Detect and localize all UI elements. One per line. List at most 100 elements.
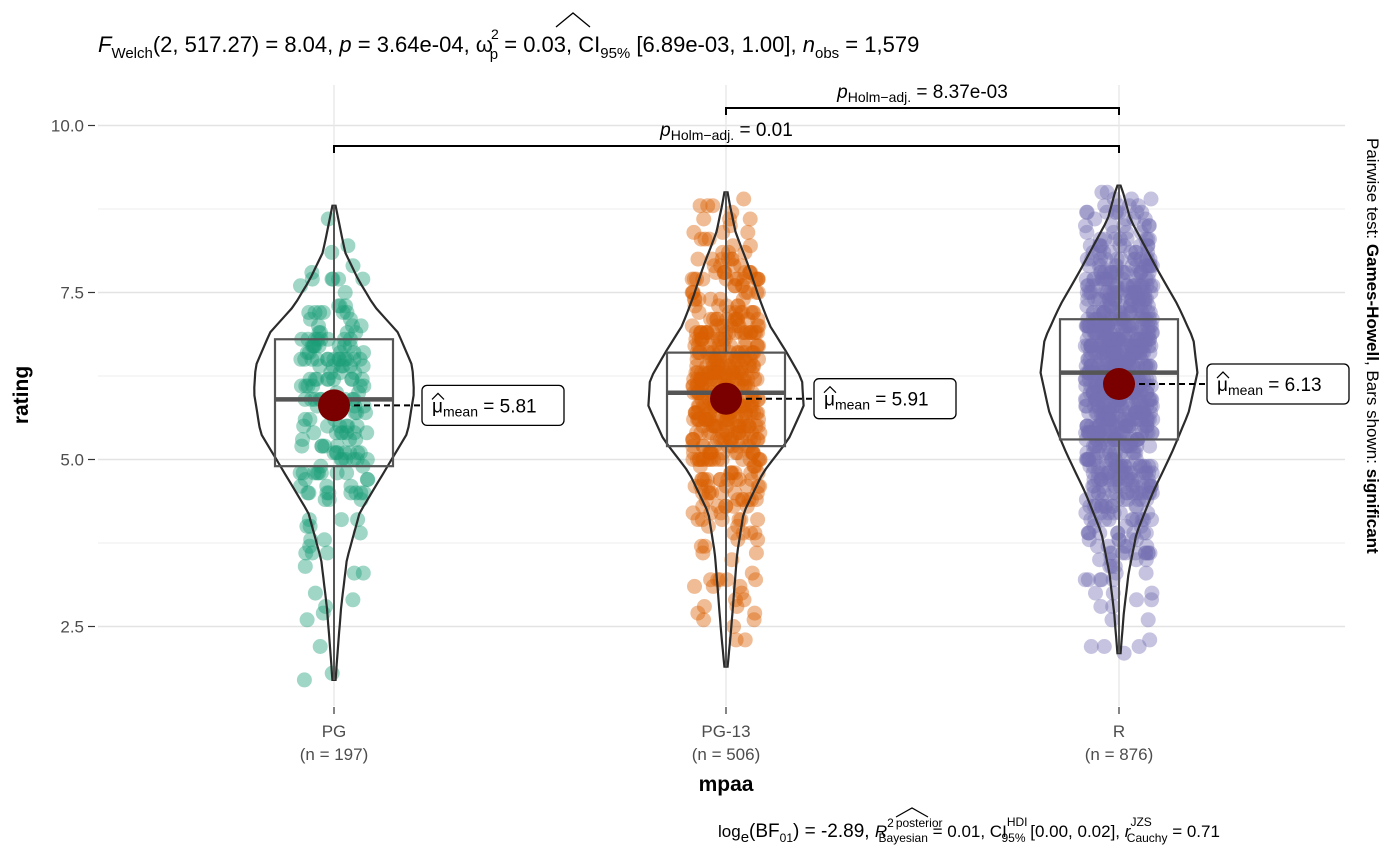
- data-point: [1104, 291, 1120, 307]
- data-point: [1128, 452, 1144, 467]
- data-point: [695, 452, 711, 467]
- data-point: [742, 325, 758, 341]
- data-point: [1087, 325, 1103, 341]
- data-point: [696, 211, 712, 227]
- data-point: [1126, 398, 1142, 414]
- data-point: [1106, 325, 1121, 341]
- data-point: [1078, 218, 1093, 234]
- data-point: [1099, 298, 1115, 314]
- data-point: [1091, 291, 1106, 307]
- data-point: [726, 525, 742, 541]
- data-point: [1106, 398, 1122, 414]
- data-point: [749, 371, 765, 387]
- data-point: [1125, 512, 1141, 528]
- data-point: [1118, 418, 1134, 434]
- data-point: [1085, 278, 1101, 294]
- data-point: [1091, 485, 1107, 501]
- data-point: [296, 418, 312, 434]
- data-point: [714, 425, 730, 441]
- data-point: [1128, 345, 1144, 361]
- data-point: [744, 565, 760, 581]
- x-tick-count: (n = 506): [692, 745, 761, 764]
- data-point: [1086, 478, 1102, 494]
- data-point: [730, 532, 746, 548]
- data-point: [734, 305, 750, 320]
- data-point: [1118, 465, 1134, 481]
- violin-pg: [253, 204, 415, 681]
- data-point: [1098, 285, 1114, 300]
- data-point: [1126, 278, 1142, 294]
- data-point: [297, 411, 313, 427]
- data-point: [1085, 244, 1101, 260]
- data-point: [694, 512, 710, 528]
- data-point: [1143, 378, 1159, 394]
- data-point: [320, 351, 336, 367]
- mean-label-box: [813, 378, 957, 420]
- data-point: [351, 385, 367, 401]
- data-point: [746, 458, 762, 474]
- data-point: [1106, 345, 1122, 361]
- data-point: [1119, 438, 1135, 454]
- data-point: [1089, 391, 1105, 407]
- data-point: [706, 418, 721, 434]
- data-point: [1083, 378, 1099, 394]
- data-point: [1129, 331, 1144, 347]
- data-point: [685, 432, 701, 447]
- data-point: [752, 452, 768, 467]
- data-point: [707, 351, 723, 367]
- data-point: [1142, 438, 1158, 454]
- data-point: [342, 311, 358, 327]
- data-point: [333, 425, 349, 441]
- data-point: [1127, 285, 1143, 300]
- data-point: [731, 425, 747, 441]
- mu-hat-icon: [1216, 371, 1230, 379]
- data-point: [1109, 204, 1125, 220]
- data-point: [707, 371, 723, 387]
- data-point: [728, 425, 743, 441]
- data-point: [1098, 251, 1114, 267]
- data-point: [1104, 265, 1120, 280]
- data-point: [709, 351, 725, 367]
- data-point: [326, 371, 342, 387]
- data-point: [1083, 418, 1099, 434]
- data-point: [1096, 398, 1112, 414]
- data-point: [1086, 271, 1102, 287]
- data-point: [697, 231, 713, 247]
- data-point: [1087, 211, 1103, 227]
- data-point: [742, 452, 758, 467]
- data-point: [1138, 258, 1154, 274]
- data-point: [750, 452, 766, 467]
- data-point: [346, 425, 362, 441]
- data-point: [1091, 258, 1107, 274]
- y-axis-title: rating: [10, 366, 33, 424]
- data-point: [1135, 478, 1151, 494]
- mu-hat-icon: [431, 392, 445, 400]
- data-point: [736, 425, 751, 441]
- data-point: [1080, 318, 1096, 334]
- data-point: [1143, 398, 1158, 414]
- data-point: [750, 318, 766, 334]
- data-point: [299, 345, 315, 361]
- data-point: [331, 351, 347, 367]
- data-point: [347, 405, 363, 421]
- data-point: [1093, 411, 1109, 427]
- data-point: [1090, 458, 1106, 474]
- data-point: [1144, 391, 1160, 407]
- data-point: [1079, 331, 1095, 347]
- data-point: [1086, 425, 1102, 441]
- data-point: [1112, 351, 1128, 367]
- data-point: [697, 411, 713, 427]
- data-point: [1140, 238, 1156, 254]
- data-point: [1134, 204, 1150, 220]
- data-point: [730, 318, 746, 334]
- data-point: [1089, 378, 1105, 394]
- data-point: [741, 418, 757, 434]
- data-point: [1124, 291, 1140, 307]
- data-point: [332, 365, 348, 381]
- data-point: [745, 358, 761, 374]
- data-point: [750, 325, 765, 341]
- data-point: [1136, 465, 1152, 481]
- data-point: [1125, 345, 1141, 361]
- data-point: [1101, 411, 1117, 427]
- data-point: [1137, 291, 1153, 307]
